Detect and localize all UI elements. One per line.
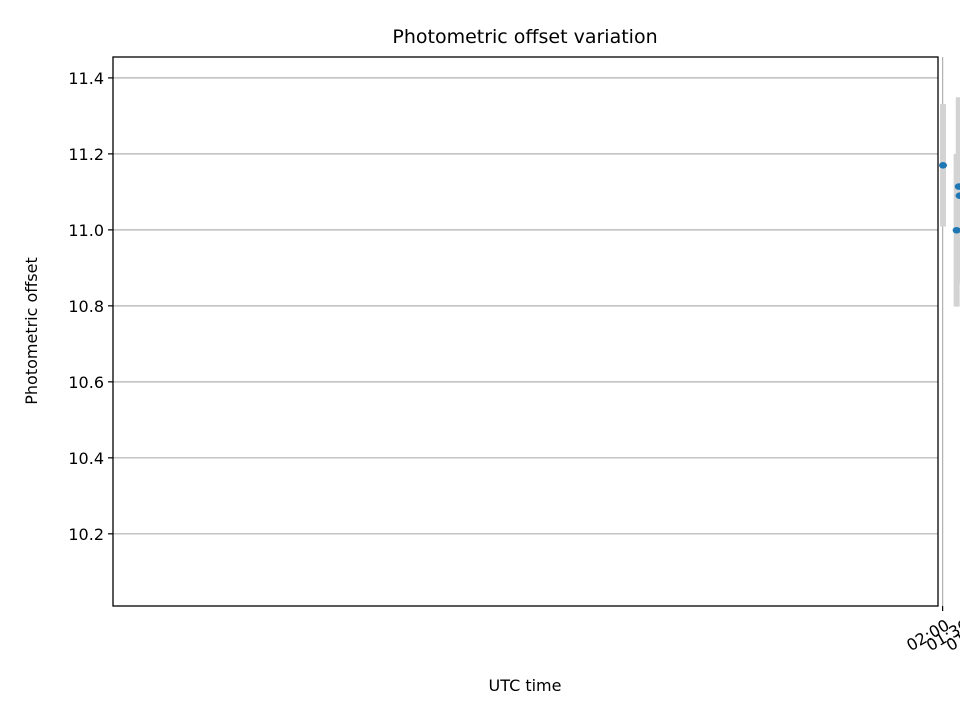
y-tick-label: 11.4 xyxy=(68,69,104,88)
data-point xyxy=(954,183,960,190)
data-point xyxy=(952,226,960,234)
y-tick-label: 10.2 xyxy=(68,525,104,544)
y-tick-label: 10.8 xyxy=(68,297,104,316)
y-tick-label: 10.4 xyxy=(68,449,104,468)
y-tick-label: 11.2 xyxy=(68,145,104,164)
y-tick-label: 10.6 xyxy=(68,373,104,392)
data-point xyxy=(939,161,948,169)
data-points xyxy=(939,161,960,234)
y-tick-label: 11.0 xyxy=(68,221,104,240)
grid xyxy=(113,57,944,606)
y-axis-ticks: 10.2 10.4 10.6 10.8 11.0 11.2 11.4 xyxy=(68,69,113,544)
y-axis-label: Photometric offset xyxy=(22,257,41,405)
plot-frame xyxy=(112,56,939,607)
data-point xyxy=(955,192,960,199)
x-axis-label: UTC time xyxy=(489,676,562,695)
chart-title: Photometric offset variation xyxy=(392,26,657,48)
